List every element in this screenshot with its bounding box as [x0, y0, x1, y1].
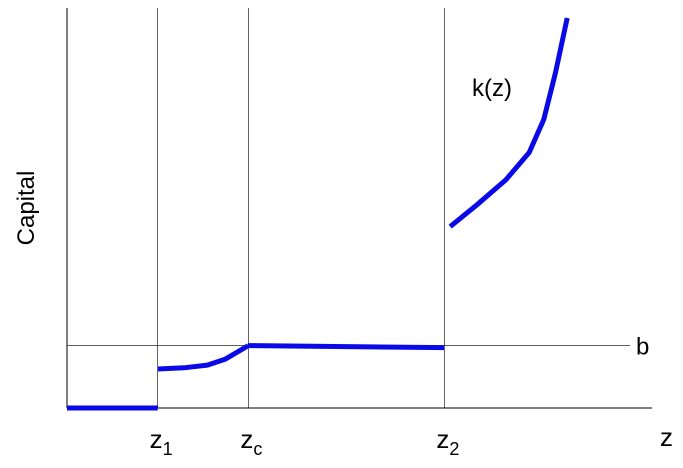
series-label: k(z) — [472, 75, 512, 102]
series-0-segment-3 — [448, 17, 570, 229]
x-tick-label-base: z — [436, 424, 449, 454]
x-tick-label-base: z — [150, 424, 163, 454]
x-axis-label: z — [660, 422, 673, 452]
series-0-segment-2 — [248, 343, 445, 351]
x-tick-label-sub: 1 — [163, 439, 173, 459]
x-tick-label-1: zc — [240, 424, 262, 459]
x-tick-label-0: z1 — [150, 424, 173, 459]
y-axis-label: Capital — [13, 171, 40, 246]
x-tick-label-sub: 2 — [449, 439, 459, 459]
x-tick-label-sub: c — [253, 439, 262, 459]
series-0-segment-1 — [157, 343, 250, 372]
hline-label: b — [636, 334, 649, 361]
x-tick-label-base: z — [240, 424, 253, 454]
x-tick-label-2: z2 — [436, 424, 459, 459]
